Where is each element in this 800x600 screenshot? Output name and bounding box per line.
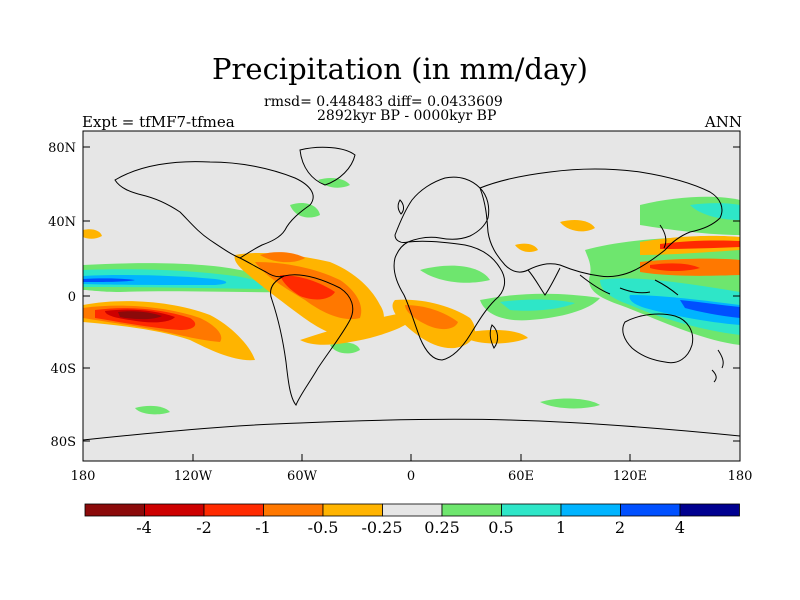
africa-orange	[405, 305, 458, 330]
lon-label-120w: 120W	[174, 469, 213, 484]
amazon-red	[280, 275, 335, 300]
lat-label-40n: 40N	[48, 215, 76, 230]
coast-africa	[393, 240, 506, 361]
colorbar: -4 -2 -1 -0.5 -0.25 0.25 0.5 1 2 4	[84, 503, 740, 537]
west-pacific-dark-blue-patch	[680, 300, 740, 318]
rmsd-diff-stats: rmsd= 0.448483 diff= 0.0433609	[264, 94, 503, 110]
colorbar-label: 4	[675, 518, 685, 537]
coast-new-zealand	[711, 349, 724, 383]
coast-greenland	[299, 146, 356, 186]
north-pacific-red-band	[660, 240, 740, 249]
lat-label-40s: 40S	[51, 362, 76, 377]
coast-south-america	[270, 274, 354, 406]
colorbar-swatch	[84, 503, 145, 517]
africa-green-patch	[420, 265, 490, 283]
lat-label-0: 0	[68, 290, 76, 305]
season-label: ANN	[704, 113, 742, 131]
north-atlantic-orange-patch	[83, 229, 102, 239]
lon-label-120e: 120E	[613, 469, 647, 484]
east-pacific-deepest-red	[118, 311, 162, 320]
arctic-green-patch	[318, 177, 350, 188]
colorbar-label: -2	[196, 518, 212, 537]
north-pacific-cyan-patch	[690, 203, 740, 220]
southern-ocean-green-patch-2	[540, 398, 600, 409]
colorbar-label: -1	[255, 518, 271, 537]
colorbar-swatches	[84, 503, 740, 517]
coast-madagascar	[489, 324, 499, 349]
coast-north-america	[114, 161, 314, 259]
figure-title: Precipitation (in mm/day)	[212, 52, 588, 86]
colorbar-label: 0.25	[424, 518, 460, 537]
colorbar-labels: -4 -2 -1 -0.5 -0.25 0.25 0.5 1 2 4	[136, 518, 685, 537]
colorbar-swatch	[560, 503, 621, 517]
map-plot-area	[82, 130, 741, 462]
lon-label-0: 0	[407, 469, 415, 484]
caribbean-orange	[260, 252, 305, 263]
axis-ticks	[82, 146, 741, 461]
experiment-label: Expt = tfMF7-tfmea	[82, 113, 235, 131]
colorbar-label: 2	[615, 518, 625, 537]
pacific-itcz-deep-blue-core	[83, 278, 135, 282]
coast-australia	[622, 313, 694, 364]
colorbar-swatch	[620, 503, 681, 517]
colorbar-swatch	[679, 503, 740, 517]
colorbar-swatch	[263, 503, 324, 517]
colorbar-swatch	[501, 503, 562, 517]
colorbar-swatch	[144, 503, 205, 517]
colorbar-swatch	[203, 503, 264, 517]
colorbar-label: -4	[136, 518, 152, 537]
indian-ocean-orange-strip	[470, 330, 528, 344]
time-period-label: 2892kyr BP - 0000kyr BP	[317, 108, 497, 124]
coast-japan	[659, 224, 667, 249]
south-atlantic-green-patch	[330, 342, 360, 354]
coastlines	[83, 146, 740, 441]
coast-antarctica	[83, 418, 740, 441]
colorbar-label: 0.5	[488, 518, 513, 537]
colorbar-label: 1	[556, 518, 566, 537]
coast-asia	[479, 168, 723, 278]
lat-tick-labels: 80N 40N 0 40S 80S	[48, 141, 76, 450]
indian-ocean-cyan-band	[500, 299, 575, 311]
lon-tick-labels: 180 120W 60W 0 60E 120E 180	[71, 469, 753, 484]
colorbar-label: -0.5	[308, 518, 339, 537]
north-america-green-patch	[290, 203, 320, 218]
colorbar-swatch	[322, 503, 383, 517]
lon-label-180e: 180	[728, 469, 753, 484]
coast-southeast-asia	[579, 274, 679, 296]
lon-label-180w: 180	[71, 469, 96, 484]
lat-label-80s: 80S	[51, 435, 76, 450]
south-atlantic-orange-tail	[300, 312, 413, 345]
coast-europe	[394, 176, 490, 243]
lat-label-80n: 80N	[48, 141, 76, 156]
colorbar-swatch	[441, 503, 502, 517]
southern-ocean-green-patch-1	[135, 405, 170, 415]
colorbar-swatch	[382, 503, 443, 517]
lon-label-60w: 60W	[287, 469, 318, 484]
coast-uk	[397, 199, 404, 215]
west-pacific-red-patch	[650, 263, 700, 271]
east-asia-orange-patch	[560, 220, 595, 232]
colorbar-label: -0.25	[361, 518, 402, 537]
west-pacific-blue-region	[629, 295, 740, 325]
coast-india	[527, 267, 561, 296]
central-asia-orange-patch	[515, 243, 538, 253]
lon-label-60e: 60E	[508, 469, 534, 484]
pacific-itcz-blue-band	[83, 275, 227, 285]
coast-central-america	[239, 257, 285, 278]
